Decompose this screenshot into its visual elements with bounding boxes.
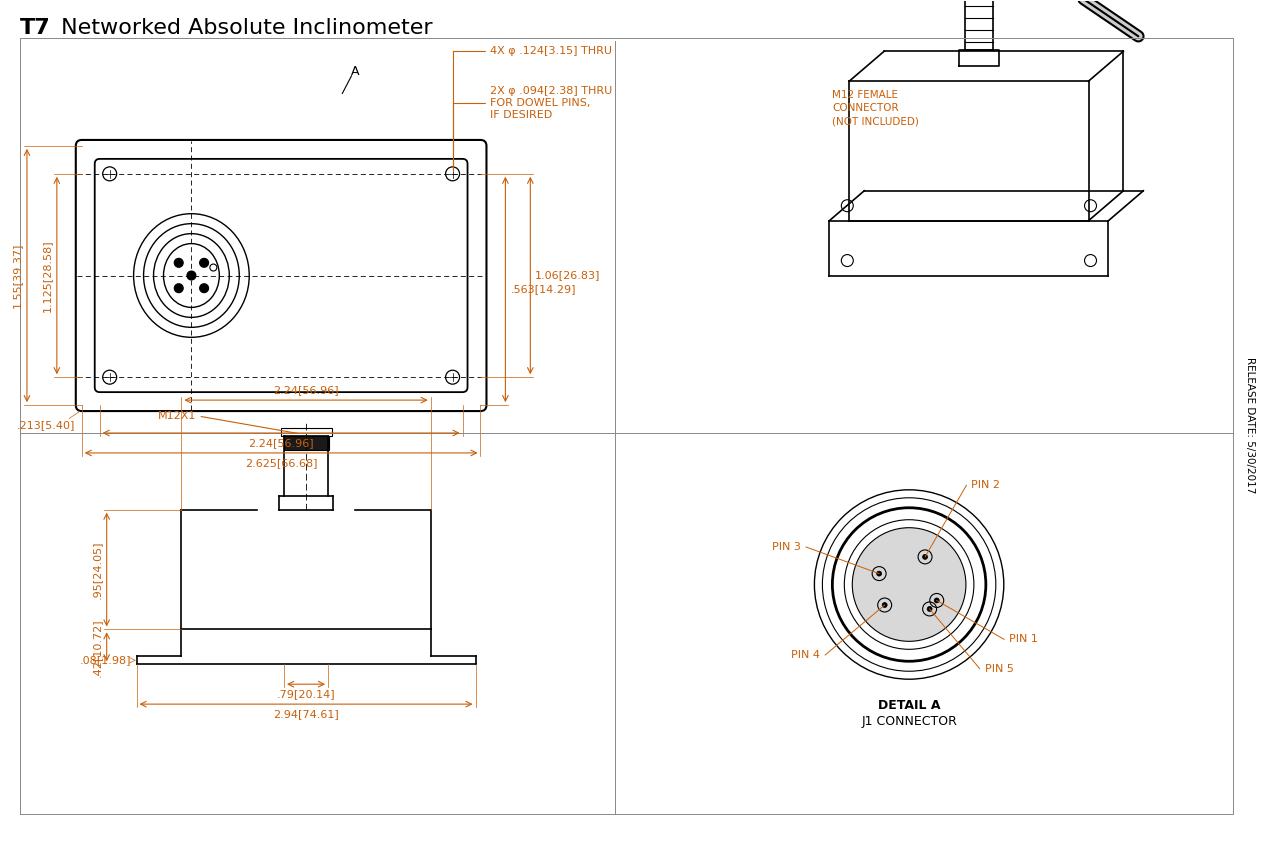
Text: RELEASE DATE: 5/30/2017: RELEASE DATE: 5/30/2017	[1246, 357, 1254, 493]
Text: PIN 1: PIN 1	[1010, 634, 1037, 644]
Circle shape	[199, 259, 208, 267]
Bar	[281, 428, 332, 436]
Bar	[284, 436, 329, 450]
Text: 1.125[28.58]: 1.125[28.58]	[42, 240, 52, 311]
Text: 2.625[66.68]: 2.625[66.68]	[245, 458, 317, 468]
Circle shape	[852, 528, 965, 641]
Text: M12X1: M12X1	[158, 411, 197, 421]
Text: .213[5.40]: .213[5.40]	[16, 420, 76, 430]
Text: PIN 2: PIN 2	[972, 480, 1001, 490]
Text: DETAIL A: DETAIL A	[878, 699, 940, 712]
Text: J1 CONNECTOR: J1 CONNECTOR	[861, 715, 957, 728]
Text: M12 FEMALE
CONNECTOR
(NOT INCLUDED): M12 FEMALE CONNECTOR (NOT INCLUDED)	[833, 90, 919, 126]
Text: .42[10.72]: .42[10.72]	[92, 618, 102, 676]
Circle shape	[187, 271, 196, 280]
Text: .08[1.98]: .08[1.98]	[80, 656, 131, 665]
Circle shape	[199, 284, 208, 292]
Text: PIN 5: PIN 5	[984, 663, 1013, 674]
Circle shape	[923, 554, 928, 560]
Circle shape	[882, 603, 887, 607]
Text: 4X φ .124[3.15] THRU: 4X φ .124[3.15] THRU	[453, 46, 612, 171]
Text: .95[24.05]: .95[24.05]	[92, 541, 102, 599]
Circle shape	[934, 598, 939, 603]
Circle shape	[877, 571, 882, 576]
Text: PIN 3: PIN 3	[772, 542, 801, 552]
Text: 2.24[56.96]: 2.24[56.96]	[274, 385, 339, 395]
Circle shape	[928, 606, 933, 612]
Text: Networked Absolute Inclinometer: Networked Absolute Inclinometer	[54, 18, 433, 38]
Text: 1.06[26.83]: 1.06[26.83]	[535, 271, 601, 280]
Circle shape	[174, 259, 183, 267]
Text: PIN 4: PIN 4	[791, 650, 820, 660]
Text: .79[20.14]: .79[20.14]	[276, 689, 336, 699]
Text: 2.24[56.96]: 2.24[56.96]	[249, 438, 314, 448]
Text: T7: T7	[20, 18, 50, 38]
Text: .563[14.29]: .563[14.29]	[510, 285, 575, 294]
Text: 2X φ .094[2.38] THRU
FOR DOWEL PINS,
IF DESIRED: 2X φ .094[2.38] THRU FOR DOWEL PINS, IF …	[453, 86, 613, 171]
Text: 1.55[39.37]: 1.55[39.37]	[11, 243, 21, 308]
Text: 2.94[74.61]: 2.94[74.61]	[273, 709, 339, 719]
Circle shape	[174, 284, 183, 292]
Text: A: A	[351, 65, 360, 78]
